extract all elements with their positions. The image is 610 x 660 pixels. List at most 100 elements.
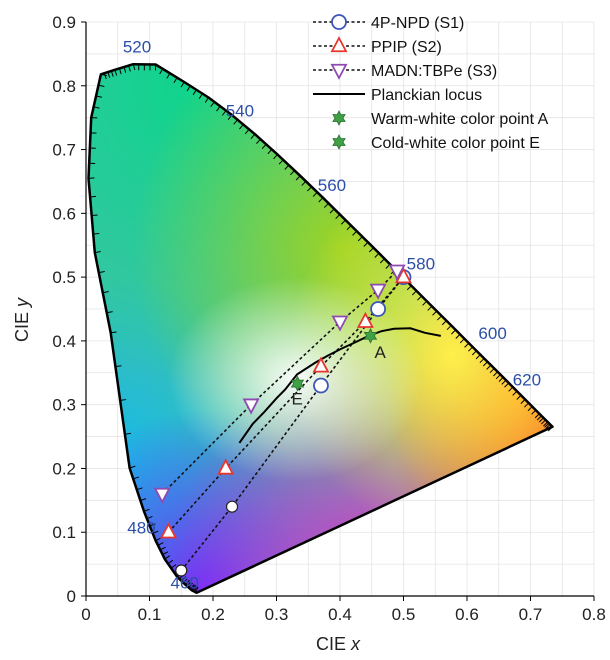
y-tick-label: 0.6 (52, 204, 76, 223)
locus-tick (520, 399, 526, 404)
spectral-locus-outline (87, 62, 554, 595)
locus-tick (123, 66, 127, 73)
locus-tick (198, 93, 203, 99)
locus-tick (120, 399, 127, 401)
locus-tick (162, 551, 169, 555)
locus-tick (516, 394, 522, 400)
axes: 0 0.1 0.2 0.3 0.4 0.5 0.6 0.7 0.8 0 0.1 0.2 0.3 0.4 0.… (52, 13, 605, 624)
locus-tick (489, 368, 495, 374)
x-tick-label: 0.6 (455, 605, 479, 624)
locus-tick (191, 584, 196, 591)
locus-tick (133, 476, 140, 480)
locus-tick (107, 71, 111, 78)
locus-tick (143, 508, 150, 512)
x-tick-label: 0.2 (201, 605, 225, 624)
x-tick-label: 0.3 (265, 605, 289, 624)
series-1-point (370, 301, 387, 317)
y-tick-label: 0.8 (52, 77, 76, 96)
wavelength-label-460: 460 (170, 573, 198, 592)
locus-tick (149, 523, 156, 527)
legend-marker-3 (330, 63, 348, 80)
locus-tick (267, 149, 273, 155)
locus-tick (210, 101, 215, 107)
wavelength-labels: 460 480 520 540 560 580 600 620 (123, 38, 541, 593)
locus-tick (91, 214, 98, 216)
locus-tick (340, 219, 346, 225)
special-point-A (363, 327, 378, 344)
locus-tick (406, 285, 412, 291)
locus-tick (547, 426, 553, 432)
locus-tick (534, 413, 540, 419)
special-points: AE (290, 327, 386, 409)
legend: 4P-NPD (S1) PPIP (S2) MADN:TBPe (S3) Planck… (313, 14, 549, 152)
locus-tick (468, 346, 474, 352)
locus-tick (192, 585, 197, 592)
locus-tick (508, 386, 514, 392)
special-point-E (290, 375, 305, 392)
series-3-point (388, 264, 406, 281)
locus-tick (204, 97, 209, 103)
locus-tick (278, 159, 284, 165)
locus-tick (173, 77, 178, 84)
locus-tick (98, 84, 105, 87)
locus-tick (124, 432, 131, 435)
legend-star-A (332, 110, 346, 126)
locus-tick (185, 579, 190, 586)
locus-tick (216, 105, 221, 112)
wavelength-label-560: 560 (318, 176, 346, 195)
y-tick-label: 0.2 (52, 459, 76, 478)
x-tick-label: 0 (81, 605, 90, 624)
locus-tick (88, 177, 95, 179)
locus-tick (312, 191, 318, 197)
series-3-point (153, 487, 171, 504)
legend-label-E: Cold-white color point E (371, 135, 540, 152)
y-axis-label: CIE y (12, 297, 32, 342)
locus-tick (459, 338, 465, 344)
x-tick-label: 0.5 (392, 605, 416, 624)
series-3-point (369, 283, 387, 300)
locus-tick (155, 537, 162, 542)
locus-tick (250, 133, 256, 139)
locus-tick (432, 310, 438, 316)
locus-tick (221, 110, 227, 116)
locus-tick (538, 417, 544, 423)
x-tick-label: 0.4 (328, 605, 352, 624)
series-1-point (175, 564, 188, 577)
locus-tick (479, 358, 485, 364)
wavelength-label-540: 540 (226, 101, 254, 120)
x-axis-label: CIE x (316, 634, 361, 654)
wavelength-label-580: 580 (407, 254, 435, 273)
locus-tick (498, 377, 504, 382)
locus-tick (194, 586, 199, 593)
locus-tick (159, 546, 166, 551)
series-3-point (331, 315, 349, 332)
locus-tick (106, 311, 113, 314)
locus-tick (504, 382, 510, 388)
locus-tick (536, 415, 542, 421)
locus-tick (501, 379, 507, 385)
locus-tick (441, 320, 447, 326)
locus-tick (128, 65, 131, 72)
locus-tick (546, 425, 552, 431)
locus-tick (167, 559, 174, 565)
legend-label-planck: Planckian locus (371, 87, 482, 104)
locus-tick (352, 230, 358, 236)
locus-tick (93, 233, 100, 235)
wavelength-label-600: 600 (478, 324, 506, 343)
spectral-locus-path (87, 62, 554, 595)
fill-white-center (168, 277, 423, 482)
locus-tick (471, 350, 477, 356)
locus-tick (166, 72, 171, 79)
locus-tick (94, 250, 101, 254)
locus-tick (346, 225, 352, 231)
locus-tick (129, 465, 136, 469)
locus-tick (110, 70, 114, 77)
special-point-label-E: E (291, 390, 302, 409)
legend-star-E (332, 134, 346, 150)
y-tick-label: 0.1 (52, 523, 76, 542)
locus-tick (284, 164, 290, 170)
locus-tick (90, 195, 97, 198)
locus-tick (295, 175, 301, 181)
y-tick-label: 0.7 (52, 141, 76, 160)
